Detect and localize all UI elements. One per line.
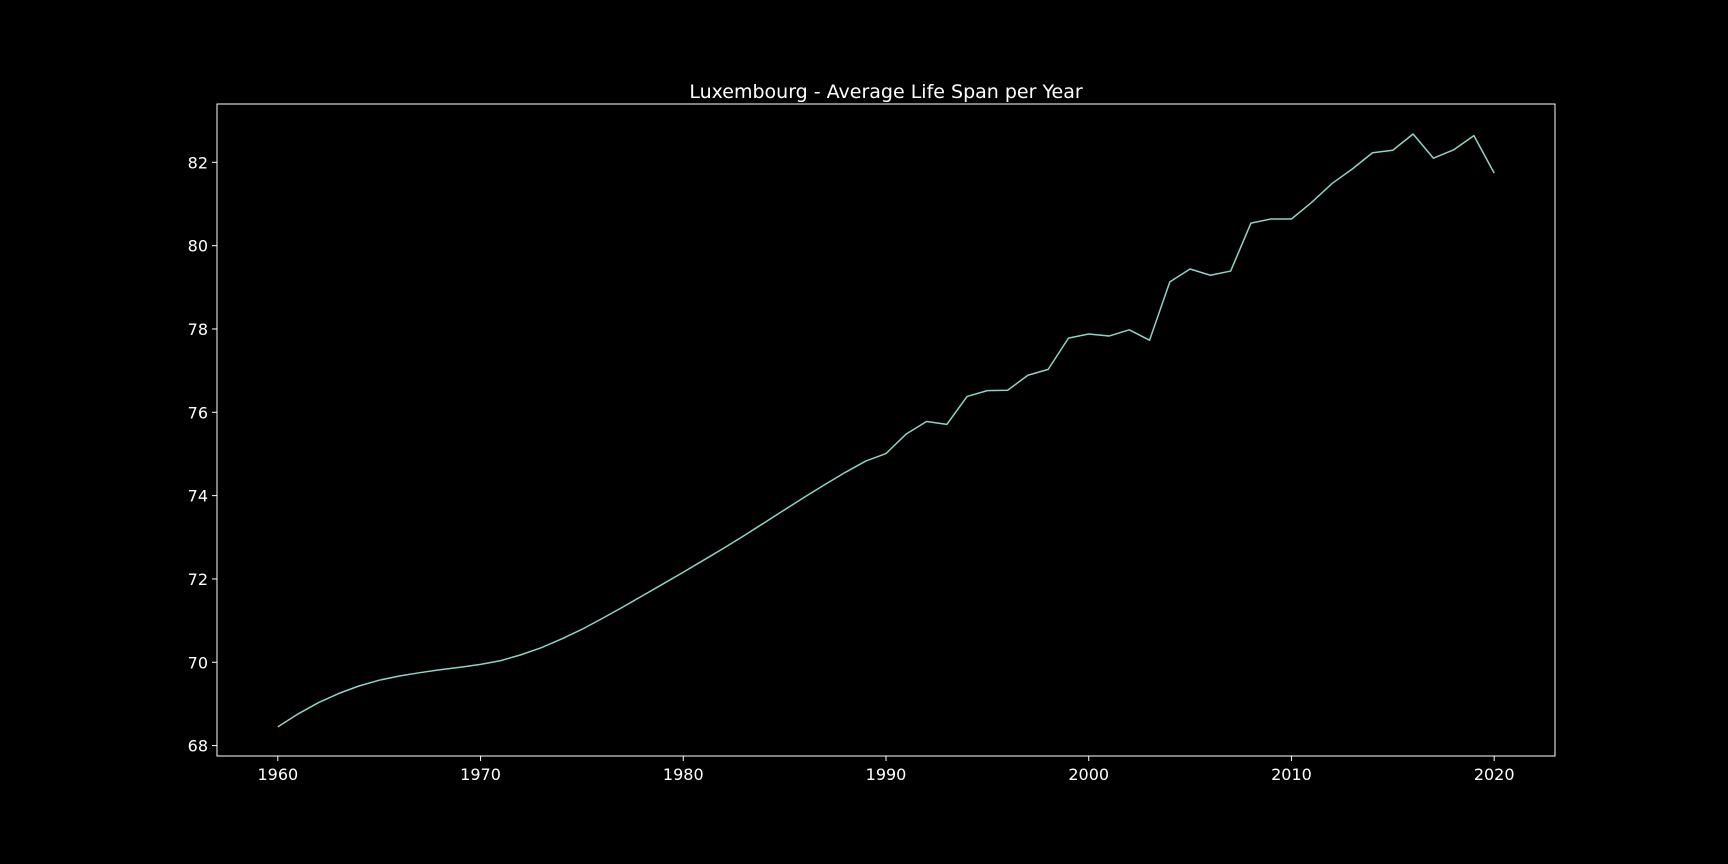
x-tick-label: 1970 (460, 765, 501, 784)
x-tick-label: 2020 (1474, 765, 1515, 784)
y-tick-label: 72 (188, 570, 208, 589)
y-tick-label: 78 (188, 320, 208, 339)
x-axis: 1960 1970 1980 1990 2000 2010 2020 (257, 756, 1515, 784)
x-tick-label: 1960 (257, 765, 298, 784)
x-tick-label: 2010 (1271, 765, 1312, 784)
chart-title: Luxembourg - Average Life Span per Year (689, 81, 1083, 103)
y-axis: 68 70 72 74 76 78 80 82 (188, 153, 217, 756)
y-tick-label: 82 (188, 153, 208, 172)
y-tick-label: 70 (188, 653, 208, 672)
x-tick-label: 1990 (866, 765, 907, 784)
x-tick-label: 2000 (1068, 765, 1109, 784)
y-tick-label: 68 (188, 737, 208, 756)
y-tick-label: 76 (188, 403, 208, 422)
series-line (277, 133, 1495, 728)
plot-frame (216, 103, 1556, 757)
y-tick-label: 80 (188, 237, 208, 256)
y-tick-label: 74 (188, 487, 208, 506)
x-tick-label: 1980 (663, 765, 704, 784)
